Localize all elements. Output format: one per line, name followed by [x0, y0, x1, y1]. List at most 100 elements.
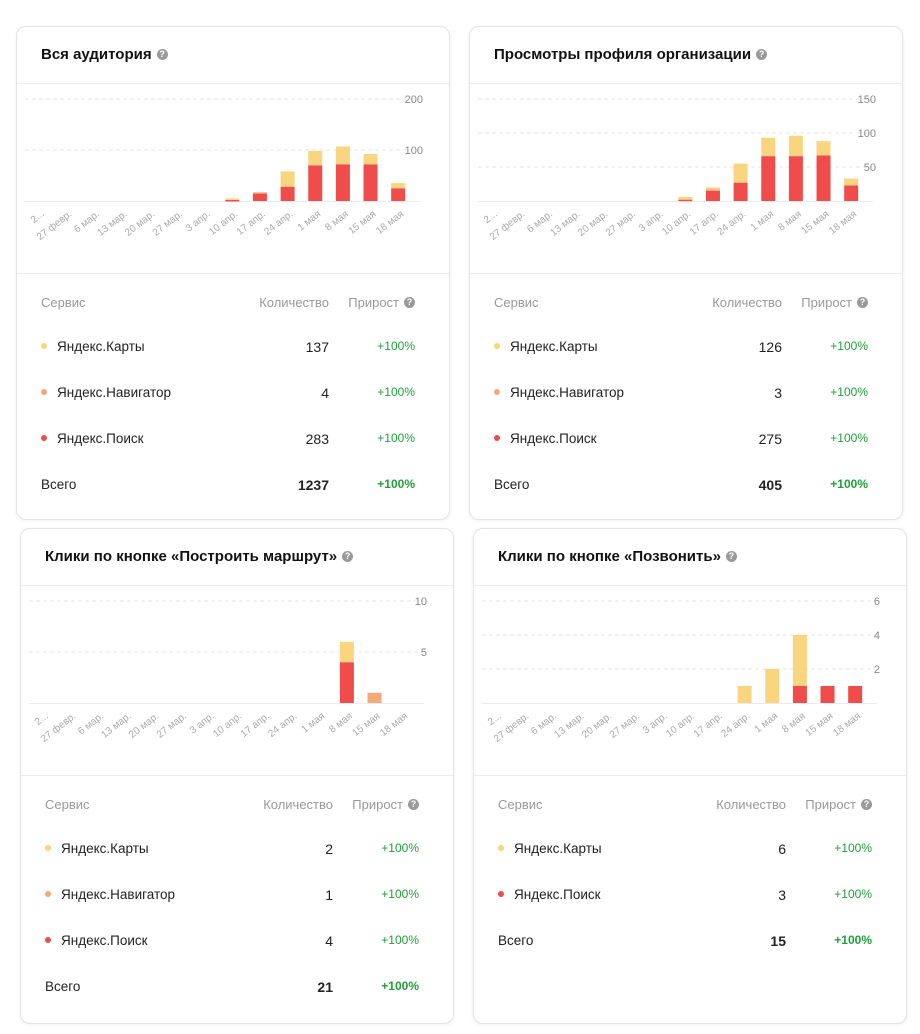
column-header-count: Количество	[263, 797, 333, 812]
column-header-service: Сервис	[498, 797, 543, 812]
total-label: Всего	[45, 979, 81, 994]
bar-segment	[705, 187, 720, 190]
card-title-text: Вся аудитория	[41, 46, 152, 63]
y-tick-label: 6	[874, 596, 880, 608]
table-row: Яндекс.Навигатор 4 +100%	[41, 373, 425, 419]
x-tick-label: 10 апр.	[207, 209, 240, 238]
bar-segment	[252, 193, 267, 201]
yandex-search-dot	[45, 937, 51, 944]
table-row: Яндекс.Карты 2 +100%	[45, 829, 429, 875]
bar-segment	[820, 686, 835, 703]
service-cell: Яндекс.Навигатор	[45, 887, 175, 902]
bar-segment	[737, 686, 752, 703]
service-cell: Яндекс.Поиск	[498, 887, 601, 902]
total-growth: +100%	[377, 477, 415, 491]
x-tick-label: 15 мая	[804, 711, 836, 739]
bar-segment	[705, 190, 720, 201]
yandex-maps-dot	[494, 343, 500, 350]
x-tick-label: 18 мая	[374, 209, 406, 237]
bar-segment	[225, 199, 240, 202]
service-cell: Яндекс.Поиск	[45, 933, 148, 948]
x-tick-label: 18 мая	[827, 209, 859, 237]
card-header: Клики по кнопке «Позвонить»?	[474, 529, 906, 586]
services-table: Сервис Количество Прирост? Яндекс.Карты …	[41, 273, 425, 511]
card-profile-views: Просмотры профиля организации? 50 100 150 2…	[469, 26, 903, 520]
bar-segment	[252, 192, 267, 194]
service-name: Яндекс.Карты	[57, 339, 145, 354]
help-icon[interactable]: ?	[156, 48, 168, 60]
service-name: Яндекс.Карты	[61, 841, 149, 856]
column-header-service: Сервис	[41, 295, 86, 310]
x-tick-label: 13 мар.	[95, 209, 129, 239]
y-tick-label: 2	[874, 664, 880, 676]
bar-segment	[280, 171, 295, 187]
yandex-maps-dot	[498, 845, 504, 852]
bar-segment	[391, 183, 406, 189]
table-row: Яндекс.Поиск 4 +100%	[45, 921, 429, 967]
column-header-service: Сервис	[45, 797, 90, 812]
total-growth: +100%	[834, 933, 872, 947]
count-value: 283	[305, 431, 329, 447]
help-icon[interactable]: ?	[342, 550, 354, 562]
x-tick-label: 24 апр.	[716, 209, 749, 238]
yandex-search-dot	[498, 891, 504, 898]
bar-segment	[678, 199, 693, 202]
growth-value: +100%	[377, 431, 415, 445]
growth-value: +100%	[830, 431, 868, 445]
bar-segment	[367, 692, 382, 703]
total-count: 405	[758, 477, 782, 493]
services-table: Сервис Количество Прирост? Яндекс.Карты …	[498, 775, 882, 967]
x-tick-label: 20 мар.	[576, 209, 610, 239]
service-name: Яндекс.Поиск	[61, 933, 148, 948]
service-name: Яндекс.Карты	[514, 841, 602, 856]
table-header: Сервис Количество Прирост?	[494, 273, 878, 327]
growth-value: +100%	[834, 887, 872, 901]
bar-segment	[280, 186, 295, 201]
table-row: Яндекс.Навигатор 1 +100%	[45, 875, 429, 921]
x-tick-label: 2...	[33, 711, 51, 728]
service-cell: Яндекс.Карты	[41, 339, 145, 354]
table-header: Сервис Количество Прирост?	[45, 775, 429, 829]
count-value: 2	[325, 841, 333, 857]
count-value: 1	[325, 887, 333, 903]
service-cell: Яндекс.Навигатор	[41, 385, 171, 400]
bar-segment	[848, 686, 863, 703]
total-label: Всего	[41, 477, 77, 492]
card-title: Клики по кнопке «Построить маршрут»?	[45, 548, 354, 565]
x-tick-label: 20 мар.	[127, 711, 161, 741]
help-icon[interactable]: ?	[857, 297, 868, 309]
growth-value: +100%	[381, 887, 419, 901]
services-table: Сервис Количество Прирост? Яндекс.Карты …	[45, 775, 429, 1013]
y-tick-label: 200	[405, 94, 423, 106]
help-icon[interactable]: ?	[725, 550, 737, 562]
table-row: Яндекс.Карты 6 +100%	[498, 829, 882, 875]
card-title-text: Просмотры профиля организации	[494, 46, 752, 63]
growth-value: +100%	[830, 385, 868, 399]
x-tick-label: 20 мар.	[580, 711, 614, 741]
service-name: Яндекс.Карты	[510, 339, 598, 354]
growth-value: +100%	[381, 841, 419, 855]
x-tick-label: 27 мар.	[604, 209, 638, 239]
help-icon[interactable]: ?	[404, 297, 415, 309]
chart-area: 100 200 2... 27 февр. 6 мар. 13 мар. 20 мар. 27…	[17, 83, 449, 274]
x-tick-label: 27 мар.	[608, 711, 642, 741]
x-tick-label: 1 мая	[300, 711, 327, 736]
count-value: 3	[778, 887, 786, 903]
help-icon[interactable]: ?	[861, 799, 872, 811]
help-icon[interactable]: ?	[756, 48, 768, 60]
x-tick-label: 15 мая	[347, 209, 379, 237]
service-name: Яндекс.Навигатор	[57, 385, 172, 400]
bar-segment	[363, 164, 378, 201]
total-label: Всего	[494, 477, 530, 492]
bar-segment	[816, 155, 831, 201]
table-total-row: Всего 15 +100%	[498, 921, 882, 967]
x-tick-label: 10 апр.	[660, 209, 693, 238]
help-icon[interactable]: ?	[408, 799, 419, 811]
x-tick-label: 17 апр.	[688, 209, 721, 238]
card-title: Вся аудитория?	[41, 46, 168, 63]
service-cell: Яндекс.Карты	[498, 841, 602, 856]
x-tick-label: 27 мар.	[151, 209, 185, 239]
total-count: 21	[317, 979, 333, 995]
